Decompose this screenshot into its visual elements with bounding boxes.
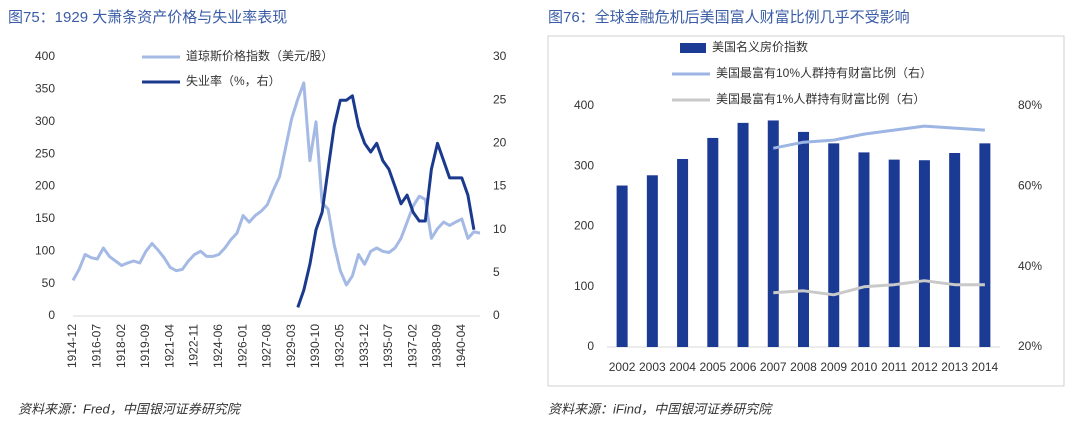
legend-label: 美国最富有10%人群持有财富比例（右）	[716, 65, 932, 80]
line-series	[773, 279, 985, 297]
y2-tick-label: 80%	[1018, 98, 1042, 112]
x-tick-label: 2002	[609, 360, 636, 374]
x-tick-label: 1918-02	[114, 324, 128, 368]
legend-label: 失业率（%，右）	[186, 73, 281, 88]
x-tick-label: 2009	[820, 360, 847, 374]
y-tick-label: 300	[574, 158, 594, 172]
y-tick-label: 150	[35, 211, 55, 225]
y2-tick-label: 30	[493, 49, 507, 63]
y2-tick-label: 20	[493, 136, 507, 150]
legend-label: 美国最富有1%人群持有财富比例（右）	[716, 91, 925, 106]
y-tick-label: 400	[35, 49, 55, 63]
x-tick-label: 2011	[881, 360, 907, 374]
source-note: 资料来源：Fred，中国银河证券研究院	[18, 401, 242, 416]
x-tick-label: 1914-12	[65, 324, 79, 368]
chart-title: 图76：全球金融危机后美国富人财富比例几乎不受影响	[548, 8, 910, 26]
chart-frame	[547, 35, 1065, 387]
bar	[858, 152, 870, 347]
x-tick-label: 1935-07	[381, 324, 395, 368]
bar	[949, 152, 961, 347]
y-tick-label: 0	[48, 308, 55, 322]
x-tick-label: 1921-04	[162, 324, 176, 368]
y2-tick-label: 20%	[1018, 339, 1042, 353]
x-tick-label: 2008	[790, 360, 817, 374]
y-tick-label: 350	[35, 82, 55, 96]
y-tick-label: 200	[35, 179, 55, 193]
bar	[707, 137, 719, 347]
x-tick-label: 2004	[669, 360, 696, 374]
bar	[918, 160, 930, 347]
y-tick-label: 300	[35, 114, 55, 128]
line-series	[296, 94, 476, 308]
bar	[828, 143, 840, 347]
x-tick-label: 2007	[760, 360, 787, 374]
y2-tick-label: 40%	[1018, 259, 1042, 273]
y2-tick-label: 5	[493, 265, 500, 279]
legend-label: 美国名义房价指数	[712, 39, 808, 54]
bar	[616, 185, 628, 347]
legend-label: 道琼斯价格指数（美元/股）	[186, 48, 333, 63]
x-tick-label: 1924-06	[211, 324, 225, 368]
y-tick-label: 50	[42, 276, 56, 290]
x-tick-label: 1938-09	[430, 324, 444, 368]
x-tick-label: 1940-04	[454, 324, 468, 368]
x-tick-label: 1919-09	[138, 324, 152, 368]
y2-tick-label: 60%	[1018, 179, 1042, 193]
line-series	[71, 81, 481, 287]
bar	[677, 159, 689, 347]
x-tick-label: 2003	[639, 360, 666, 374]
y-tick-label: 0	[587, 339, 594, 353]
x-tick-label: 1932-05	[332, 324, 346, 368]
y2-tick-label: 10	[493, 222, 507, 236]
y2-tick-label: 25	[493, 92, 507, 106]
chart-title: 图75：1929 大萧条资产价格与失业率表现	[8, 9, 287, 26]
x-tick-label: 1937-02	[405, 324, 419, 368]
source-note: 资料来源：iFind，中国银河证券研究院	[548, 401, 773, 416]
bar	[798, 131, 809, 347]
y-tick-label: 100	[574, 279, 594, 293]
y2-tick-label: 15	[493, 179, 507, 193]
x-tick-label: 1933-12	[357, 324, 371, 368]
y-tick-label: 100	[35, 243, 55, 257]
bar	[888, 159, 900, 347]
x-tick-label: 1930-10	[308, 324, 322, 368]
y2-tick-label: 0	[493, 308, 500, 322]
x-tick-label: 1922-11	[187, 324, 201, 367]
x-tick-label: 1927-08	[260, 324, 274, 368]
x-tick-label: 2012	[911, 360, 938, 374]
bar	[737, 122, 749, 348]
y-tick-label: 200	[574, 219, 594, 233]
x-tick-label: 2010	[851, 360, 878, 374]
bar	[646, 175, 658, 347]
x-tick-label: 2005	[699, 360, 726, 374]
x-tick-label: 2006	[730, 360, 757, 374]
bar	[979, 143, 991, 347]
bar	[767, 120, 779, 348]
line-series	[773, 124, 985, 150]
x-tick-label: 1916-07	[89, 324, 103, 368]
y-tick-label: 250	[35, 146, 55, 160]
x-tick-label: 1926-01	[235, 324, 249, 368]
x-tick-label: 1929-03	[284, 324, 298, 368]
y-tick-label: 400	[574, 98, 594, 112]
x-tick-label: 2014	[972, 360, 999, 374]
legend-swatch	[680, 43, 706, 53]
x-tick-label: 2013	[941, 360, 968, 374]
